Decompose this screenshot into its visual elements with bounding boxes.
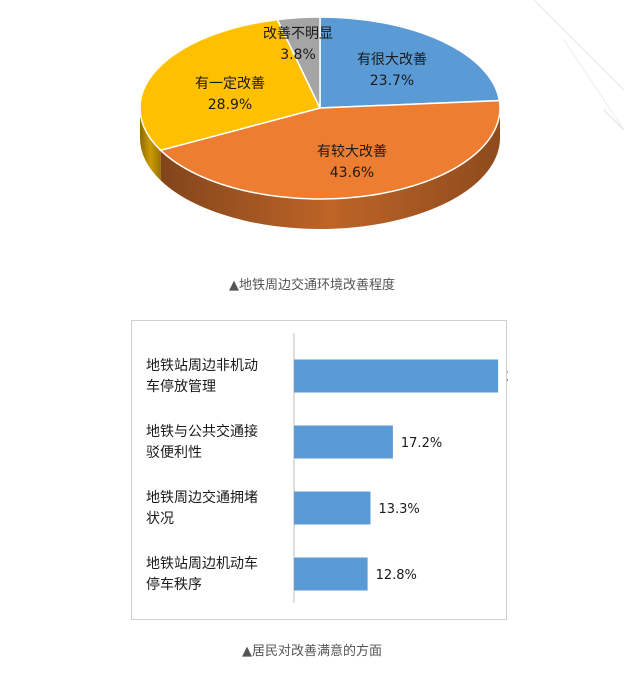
bar bbox=[294, 359, 499, 393]
pie-slice-value-label: 28.9% bbox=[208, 97, 252, 113]
bar-category-label: 停车秩序 bbox=[146, 576, 202, 593]
pie-slice bbox=[276, 16, 321, 109]
bar-category-label: 驳便利性 bbox=[146, 445, 202, 461]
pie-chart: 有很大改善 23.7% 有较大改善 43.6% 有一定改善 28.9% 改善不明显 3.8% bbox=[139, 16, 501, 230]
pie-slice-label: 改善不明显 bbox=[263, 26, 333, 42]
bar bbox=[294, 491, 371, 525]
pie-slice bbox=[139, 18, 322, 152]
pie-slice-side bbox=[160, 108, 501, 230]
pie-slice-side bbox=[140, 108, 161, 181]
bar-category-label: 状况 bbox=[146, 511, 174, 527]
pie-slice-label: 有一定改善 bbox=[195, 76, 265, 92]
pie-chart-caption: ▲地铁周边交通环境改善程度 bbox=[229, 278, 395, 293]
bar-category-label: 车停放管理 bbox=[146, 378, 216, 395]
bar-chart-caption: ▲居民对改善满意的方面 bbox=[242, 644, 382, 659]
bar bbox=[294, 425, 393, 459]
decorative-lines bbox=[533, 0, 624, 131]
pie-slice-label: 有较大改善 bbox=[317, 144, 387, 160]
bar-category-label: 地铁站周边非机动 bbox=[146, 358, 258, 374]
bar-category-label: 地铁站周边机动车 bbox=[146, 555, 258, 572]
bar-value-label: 35.5% bbox=[506, 370, 508, 385]
bar-value-label: 12.8% bbox=[376, 568, 417, 583]
pie-slice bbox=[159, 99, 501, 200]
pie-slice-label: 有很大改善 bbox=[357, 52, 427, 68]
pie-slice-value-label: 43.6% bbox=[330, 165, 374, 181]
bar-value-label: 17.2% bbox=[401, 436, 442, 451]
bar-category-label: 地铁周边交通拥堵 bbox=[146, 489, 258, 506]
pie-slice-value-label: 3.8% bbox=[280, 47, 316, 63]
pie-slice-value-label: 23.7% bbox=[370, 73, 414, 89]
pie-slice bbox=[319, 16, 501, 109]
bar bbox=[294, 557, 368, 591]
bar-category-label: 地铁与公共交通接 bbox=[146, 423, 258, 440]
bar-value-label: 13.3% bbox=[378, 502, 419, 517]
